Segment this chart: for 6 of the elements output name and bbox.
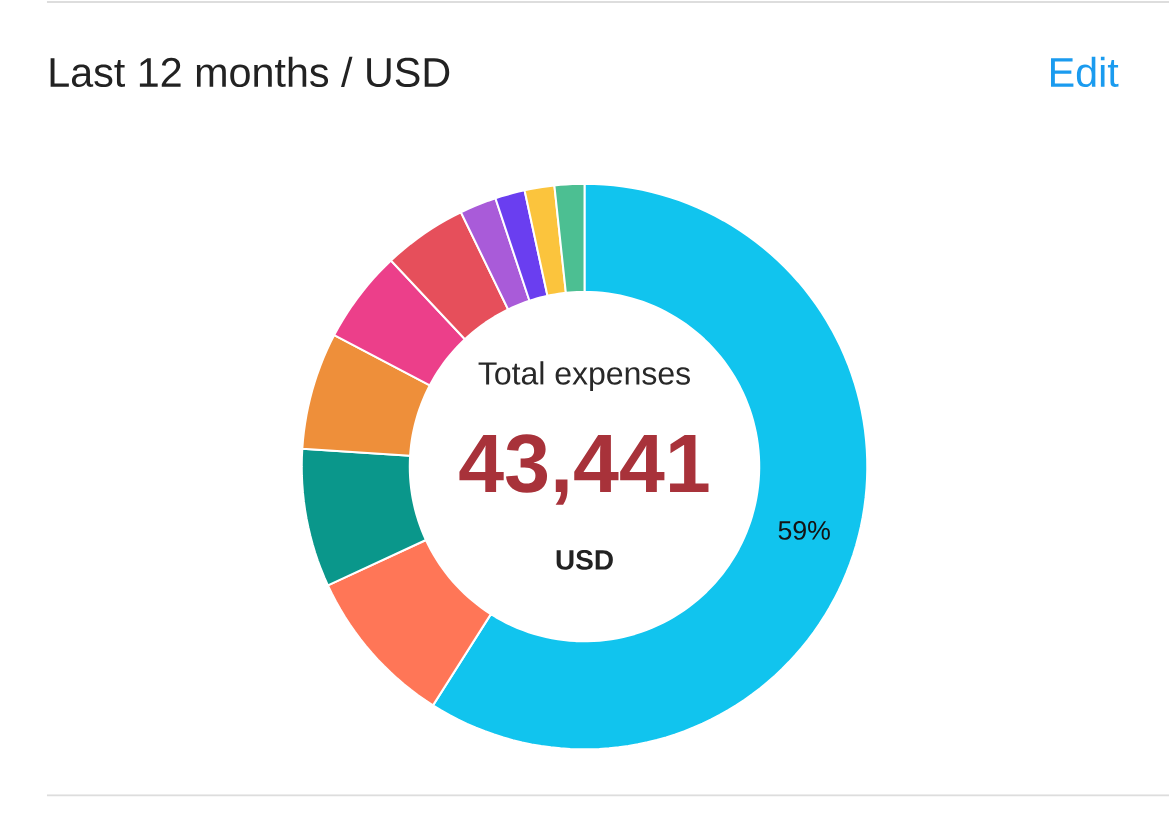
chart-title: Last 12 months / USD [50, 56, 450, 87]
text: Total expenses [478, 361, 690, 391]
text: USD [556, 549, 613, 570]
data-label: 59% [778, 520, 830, 540]
text: Edit [1051, 56, 1119, 87]
text: 43,441 [459, 434, 709, 505]
